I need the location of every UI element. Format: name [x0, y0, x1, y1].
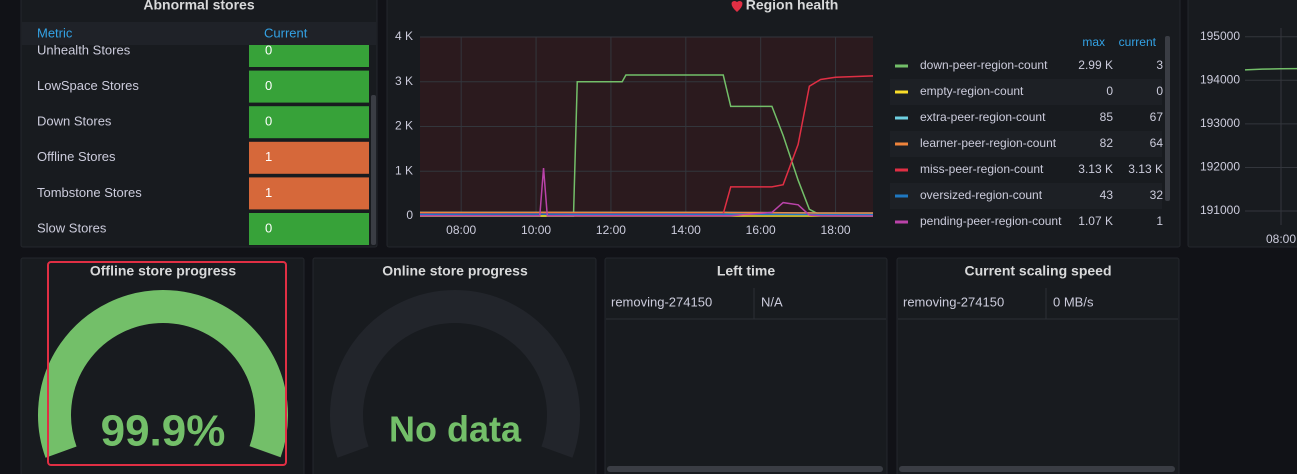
- metric-name: Down Stores: [37, 114, 112, 129]
- legend-max: 43: [1100, 188, 1114, 202]
- metric-name: Unhealth Stores: [37, 42, 131, 57]
- y-tick-label: 2 K: [395, 119, 413, 133]
- legend-header: max: [1082, 35, 1105, 49]
- metric-value: 1: [265, 185, 272, 200]
- left-time-title: Left time: [717, 263, 776, 279]
- y-tick-label: 4 K: [395, 29, 413, 43]
- metric-value: 0: [265, 42, 272, 57]
- series-line: [420, 168, 874, 217]
- legend-row-bg: [890, 79, 1162, 105]
- value-cell: [249, 177, 369, 210]
- scaling-panel: [896, 257, 1180, 474]
- legend-max: 3.13 K: [1078, 162, 1113, 176]
- scrollbar[interactable]: [371, 95, 376, 245]
- cell: removing-274150: [903, 294, 1004, 309]
- legend-label: pending-peer-region-count: [920, 214, 1062, 228]
- left-time-panel: [604, 257, 888, 474]
- scrollbar[interactable]: [607, 466, 883, 472]
- legend-row-bg: [890, 183, 1162, 209]
- cell: 0 MB/s: [1053, 294, 1094, 309]
- x-tick-label: 16:00: [746, 223, 776, 237]
- no-data: No data: [389, 409, 522, 450]
- scaling-title: Current scaling speed: [964, 263, 1111, 279]
- metric-name: LowSpace Stores: [37, 78, 139, 93]
- legend-max: 0: [1106, 84, 1113, 98]
- value-cell: [249, 106, 369, 139]
- gauge-track: [330, 290, 580, 458]
- panel-title: Abnormal stores: [143, 0, 254, 13]
- metric-value: 0: [265, 114, 272, 129]
- cell: removing-274150: [611, 294, 712, 309]
- value-cell: [249, 213, 369, 245]
- legend-label: extra-peer-region-count: [920, 110, 1046, 124]
- metric-value: 0: [265, 220, 272, 235]
- y-tick-label: 191000: [1200, 203, 1240, 217]
- scrollbar[interactable]: [1165, 36, 1170, 201]
- x-tick-label: 08:00: [446, 223, 476, 237]
- column-header: Current: [264, 25, 308, 40]
- y-tick-label: 1 K: [395, 163, 413, 177]
- y-tick-label: 194000: [1200, 72, 1240, 86]
- x-tick-label: 12:00: [596, 223, 626, 237]
- offline-title: Offline store progress: [90, 263, 236, 279]
- cell: N/A: [761, 294, 783, 309]
- value-cell: [249, 70, 369, 103]
- legend-current: 67: [1150, 110, 1164, 124]
- legend-current: 64: [1150, 136, 1164, 150]
- y-tick-label: 193000: [1200, 116, 1240, 130]
- metric-value: 0: [265, 78, 272, 93]
- y-tick-label: 3 K: [395, 74, 413, 88]
- metric-name: Slow Stores: [37, 220, 107, 235]
- scrollbar[interactable]: [899, 466, 1175, 472]
- column-header: Metric: [37, 25, 73, 40]
- legend-current: 1: [1156, 214, 1163, 228]
- metric-value: 1: [265, 149, 272, 164]
- legend-max: 85: [1100, 110, 1114, 124]
- legend-header: current: [1119, 35, 1157, 49]
- legend-label: learner-peer-region-count: [920, 136, 1057, 150]
- highlight-box: [47, 261, 287, 466]
- metric-name: Tombstone Stores: [37, 185, 142, 200]
- y-tick-label: 192000: [1200, 160, 1240, 174]
- legend-label: miss-peer-region-count: [920, 162, 1044, 176]
- value-cell: [249, 141, 369, 174]
- side-panel: [1187, 0, 1297, 248]
- y-tick-label: 195000: [1200, 29, 1240, 43]
- table-header: [22, 22, 376, 45]
- y-tick-label: 0: [406, 208, 413, 222]
- x-tick-label: 10:00: [521, 223, 551, 237]
- legend-label: down-peer-region-count: [920, 58, 1048, 72]
- legend-max: 2.99 K: [1078, 58, 1113, 72]
- legend-max: 82: [1100, 136, 1114, 150]
- gauge-value: 99.9%: [101, 407, 226, 456]
- legend-current: 32: [1150, 188, 1164, 202]
- legend-row-bg: [890, 131, 1162, 157]
- health-icon: [731, 1, 743, 12]
- legend-max: 1.07 K: [1078, 214, 1113, 228]
- online-title: Online store progress: [382, 263, 528, 279]
- series-line: [1244, 67, 1297, 71]
- legend-current: 3.13 K: [1128, 162, 1163, 176]
- region-title: Region health: [746, 0, 839, 13]
- legend-label: empty-region-count: [920, 84, 1024, 98]
- metric-name: Offline Stores: [37, 149, 116, 164]
- x-tick-label: 14:00: [671, 223, 701, 237]
- gauge-arc: [38, 290, 288, 458]
- legend-current: 0: [1156, 84, 1163, 98]
- legend-label: oversized-region-count: [920, 188, 1043, 202]
- legend-current: 3: [1156, 58, 1163, 72]
- title-bg: [22, 0, 376, 22]
- x-tick-label: 08:00: [1266, 232, 1296, 246]
- x-tick-label: 18:00: [821, 223, 851, 237]
